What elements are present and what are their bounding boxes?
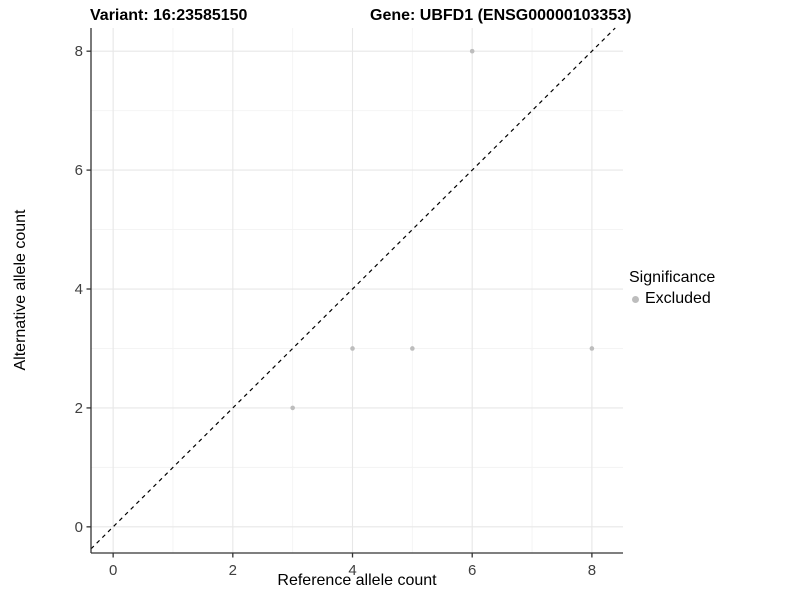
x-tick-label: 2 <box>229 562 237 579</box>
y-tick-label: 4 <box>75 281 83 298</box>
x-tick-label: 8 <box>588 562 596 579</box>
data-point <box>469 48 475 54</box>
legend-item-label: Excluded <box>645 290 711 307</box>
y-axis-title: Alternative allele count <box>12 209 29 371</box>
gene-title: Gene: UBFD1 (ENSG00000103353) <box>370 7 632 24</box>
y-tick-label: 6 <box>75 162 83 179</box>
data-point <box>589 346 595 351</box>
legend-title: Significance <box>629 269 716 286</box>
legend: Significance Excluded <box>629 269 715 308</box>
x-tick-label: 0 <box>109 562 117 579</box>
legend-item-excluded: Excluded <box>629 290 715 308</box>
x-axis-title: Reference allele count <box>277 572 437 589</box>
legend-point-icon <box>632 295 639 303</box>
data-point <box>350 346 355 351</box>
identity-reference-line <box>90 27 616 550</box>
data-point <box>410 346 415 351</box>
y-tick-label: 8 <box>75 43 83 60</box>
x-tick-label: 4 <box>348 562 356 579</box>
y-tick-label: 0 <box>75 519 83 536</box>
data-point <box>290 405 295 411</box>
variant-title: Variant: 16:23585150 <box>90 7 248 24</box>
x-tick-label: 6 <box>468 562 476 579</box>
y-tick-label: 2 <box>75 400 83 417</box>
